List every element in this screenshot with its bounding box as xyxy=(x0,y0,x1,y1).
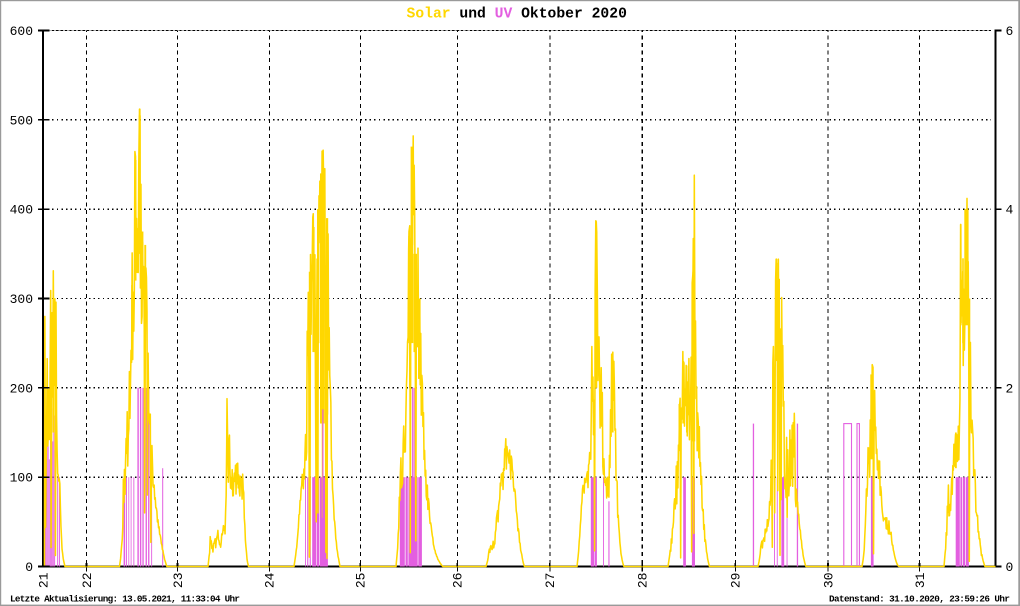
svg-text:31: 31 xyxy=(913,572,928,588)
svg-text:27: 27 xyxy=(543,573,558,589)
svg-text:0: 0 xyxy=(25,560,33,575)
svg-text:21: 21 xyxy=(36,572,51,588)
svg-text:0: 0 xyxy=(1006,560,1014,575)
svg-text:100: 100 xyxy=(10,471,33,486)
svg-text:Solar und UV Oktober 2020: Solar und UV Oktober 2020 xyxy=(407,7,627,23)
svg-text:600: 600 xyxy=(10,24,33,39)
svg-text:400: 400 xyxy=(10,203,33,218)
svg-text:28: 28 xyxy=(636,573,651,589)
svg-text:25: 25 xyxy=(354,573,369,589)
svg-text:200: 200 xyxy=(10,381,33,396)
svg-text:2: 2 xyxy=(1006,381,1014,396)
svg-text:26: 26 xyxy=(451,573,466,589)
svg-text:Letzte Aktualisierung: 13.05.2: Letzte Aktualisierung: 13.05.2021, 11:33… xyxy=(10,594,240,605)
svg-text:29: 29 xyxy=(729,573,744,589)
svg-text:4: 4 xyxy=(1006,203,1014,218)
svg-text:500: 500 xyxy=(10,113,33,128)
svg-text:22: 22 xyxy=(80,573,95,589)
svg-text:23: 23 xyxy=(171,573,186,589)
svg-text:30: 30 xyxy=(821,573,836,589)
svg-text:300: 300 xyxy=(10,292,33,307)
svg-text:6: 6 xyxy=(1006,24,1014,39)
svg-text:Datenstand: 31.10.2020, 23:59:: Datenstand: 31.10.2020, 23:59:26 Uhr xyxy=(829,594,1010,605)
svg-text:24: 24 xyxy=(263,572,278,588)
